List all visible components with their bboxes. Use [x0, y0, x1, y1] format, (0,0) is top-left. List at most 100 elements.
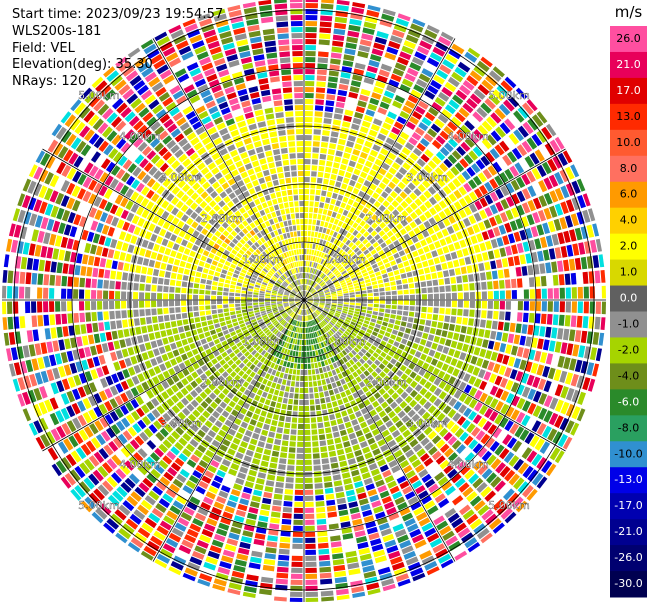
- ppi-cell: [313, 302, 319, 304]
- ppi-cell: [138, 482, 150, 493]
- ppi-cell: [155, 503, 167, 514]
- ppi-cell: [424, 381, 432, 390]
- ppi-cell: [332, 559, 345, 566]
- ppi-cell: [358, 381, 366, 388]
- ppi-cell: [444, 485, 456, 496]
- ppi-cell: [313, 303, 318, 306]
- ppi-cell: [335, 491, 345, 499]
- ppi-cell: [469, 309, 475, 317]
- ppi-cell: [163, 314, 170, 322]
- ppi-cell: [6, 348, 13, 362]
- ppi-cell: [361, 326, 367, 331]
- ppi-cell: [82, 254, 89, 265]
- ppi-cell: [335, 443, 343, 450]
- ppi-cell: [431, 272, 438, 279]
- ppi-cell: [505, 344, 513, 355]
- ppi-cell: [586, 224, 595, 238]
- ppi-cell: [226, 538, 238, 546]
- ppi-cell: [319, 355, 324, 361]
- ppi-cell: [592, 363, 600, 377]
- ppi-cell: [395, 434, 404, 443]
- ppi-cell: [554, 203, 564, 216]
- ppi-cell: [298, 309, 301, 314]
- ppi-cell: [346, 316, 352, 321]
- ppi-cell: [174, 522, 187, 532]
- ppi-cell: [500, 377, 508, 388]
- ppi-cell: [335, 200, 342, 207]
- ppi-cell: [166, 510, 178, 521]
- ppi-cell: [476, 107, 488, 118]
- ppi-cell: [365, 109, 375, 117]
- ppi-cell: [335, 247, 341, 253]
- ppi-cell: [360, 338, 367, 344]
- ppi-cell: [350, 438, 359, 446]
- ppi-cell: [445, 285, 451, 292]
- ppi-cell: [407, 182, 416, 191]
- ppi-cell: [487, 424, 498, 435]
- ppi-cell: [373, 296, 379, 300]
- ppi-cell: [221, 371, 229, 379]
- ppi-cell: [337, 292, 343, 295]
- ppi-cell: [281, 518, 292, 525]
- ppi-cell: [360, 246, 367, 252]
- ppi-cell: [405, 206, 414, 214]
- ppi-cell: [369, 409, 377, 417]
- ppi-cell: [316, 343, 320, 350]
- ppi-cell: [335, 367, 341, 374]
- ppi-cell: [310, 274, 314, 280]
- ppi-cell: [404, 395, 413, 404]
- ppi-cell: [434, 118, 445, 129]
- ppi-cell: [413, 188, 422, 197]
- ppi-cell: [505, 182, 515, 194]
- ppi-cell: [435, 439, 446, 449]
- ppi-cell: [478, 328, 485, 338]
- ppi-cell: [531, 133, 543, 147]
- ppi-cell: [336, 309, 342, 312]
- ppi-cell: [452, 178, 462, 188]
- ppi-cell: [327, 223, 333, 229]
- ppi-cell: [298, 333, 301, 339]
- ppi-cell: [400, 321, 407, 327]
- ppi-cell: [403, 333, 410, 340]
- ppi-cell: [553, 288, 559, 299]
- ppi-cell: [285, 483, 294, 489]
- ppi-cell: [450, 251, 458, 260]
- ppi-cell: [223, 304, 229, 308]
- ppi-cell: [365, 252, 372, 259]
- ppi-cell: [222, 388, 230, 396]
- ppi-cell: [439, 459, 450, 470]
- ppi-cell: [392, 68, 405, 77]
- ppi-cell: [363, 180, 371, 188]
- ppi-cell: [257, 354, 263, 361]
- ppi-cell: [325, 216, 331, 222]
- ppi-cell: [264, 329, 270, 334]
- ppi-cell: [265, 302, 271, 304]
- ppi-cell: [89, 423, 99, 435]
- ppi-cell: [271, 296, 277, 299]
- ppi-cell: [187, 561, 201, 572]
- ppi-cell: [463, 154, 474, 165]
- ppi-cell: [213, 318, 219, 324]
- ppi-cell: [247, 308, 254, 312]
- ppi-cell: [338, 366, 345, 372]
- ppi-cell: [130, 387, 139, 397]
- ppi-cell: [247, 297, 253, 300]
- ppi-cell: [241, 492, 251, 500]
- ppi-cell: [403, 295, 409, 300]
- ppi-cell: [362, 207, 369, 214]
- ppi-cell: [247, 300, 253, 303]
- ppi-cell: [264, 345, 270, 351]
- ppi-cell: [308, 327, 311, 333]
- ppi-cell: [164, 322, 171, 329]
- ppi-cell: [307, 297, 313, 299]
- ppi-cell: [432, 314, 439, 321]
- ppi-cell: [305, 285, 307, 291]
- ppi-cell: [451, 308, 457, 316]
- ppi-cell: [476, 527, 490, 540]
- ppi-cell: [256, 328, 262, 334]
- ppi-cell: [388, 79, 400, 88]
- ppi-cell: [223, 292, 229, 296]
- ppi-cell: [431, 450, 442, 461]
- ppi-cell: [133, 291, 139, 300]
- ppi-cell: [487, 301, 493, 309]
